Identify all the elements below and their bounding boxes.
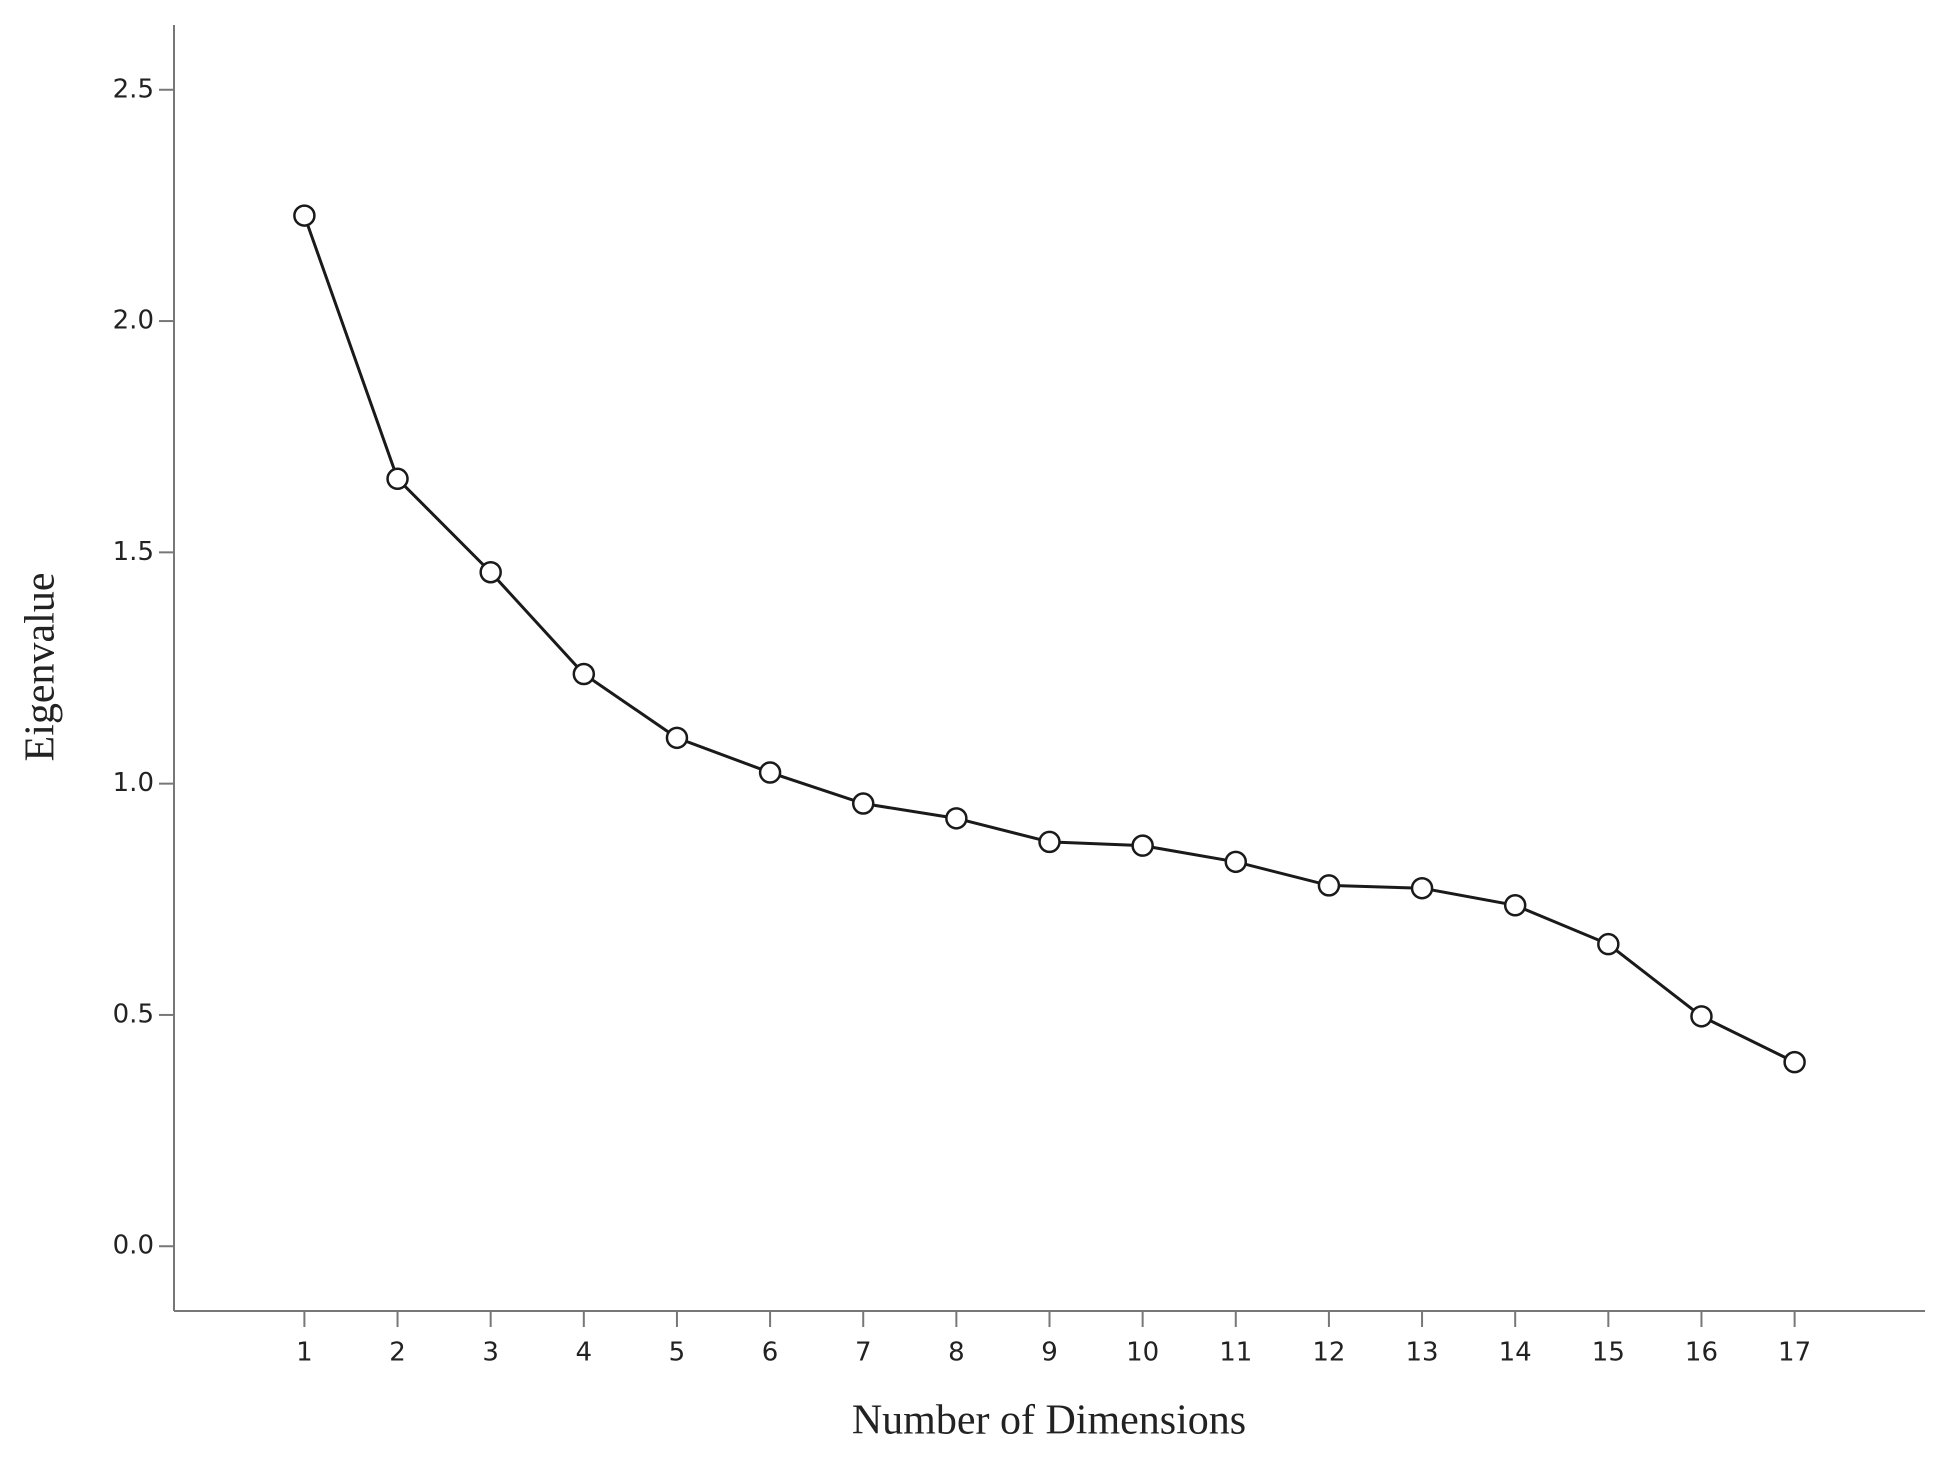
x-tick-label: 14 [1499, 1338, 1532, 1368]
y-axis-label: Eigenvalue [18, 573, 64, 762]
x-tick-label: 15 [1592, 1338, 1625, 1368]
marker [1410, 876, 1434, 900]
marker [758, 761, 782, 784]
x-tick-label: 2 [389, 1338, 406, 1368]
x-tick-label: 3 [482, 1338, 499, 1368]
marker [572, 662, 596, 686]
y-tick-label: 1.5 [113, 537, 154, 567]
marker [1690, 1005, 1713, 1028]
y-tick-label: 0.5 [113, 999, 154, 1029]
x-tick-label: 13 [1406, 1338, 1439, 1368]
x-tick-label: 9 [1041, 1338, 1058, 1368]
marker [1038, 830, 1061, 854]
marker [1317, 874, 1341, 897]
x-tick-label: 6 [762, 1338, 779, 1368]
marker [1224, 850, 1248, 874]
x-tick-label: 1 [296, 1338, 313, 1368]
x-tick-label: 4 [576, 1338, 593, 1368]
x-tick-label: 16 [1685, 1338, 1718, 1368]
marker [386, 467, 409, 491]
marker [945, 807, 968, 830]
marker [293, 204, 316, 227]
x-axis-label: Number of Dimensions [852, 1398, 1246, 1444]
y-tick-label: 0.0 [113, 1231, 154, 1261]
y-tick-label: 1.0 [113, 768, 154, 798]
x-tick-label: 10 [1126, 1338, 1159, 1368]
x-tick-label: 12 [1312, 1338, 1345, 1368]
y-tick-label: 2.0 [113, 306, 154, 336]
x-tick-label: 7 [855, 1338, 872, 1368]
x-tick-label: 11 [1219, 1338, 1252, 1368]
marker [479, 560, 502, 584]
y-tick-label: 2.5 [113, 74, 154, 104]
marker [1131, 834, 1154, 857]
marker [1597, 932, 1620, 956]
marker [1503, 894, 1527, 917]
x-tick-label: 5 [669, 1338, 686, 1368]
line [302, 215, 1796, 1064]
marker [851, 792, 875, 815]
x-tick-label: 17 [1778, 1338, 1811, 1368]
x-tick-label: 8 [948, 1338, 965, 1368]
marker [665, 726, 689, 750]
marker [1783, 1050, 1806, 1074]
